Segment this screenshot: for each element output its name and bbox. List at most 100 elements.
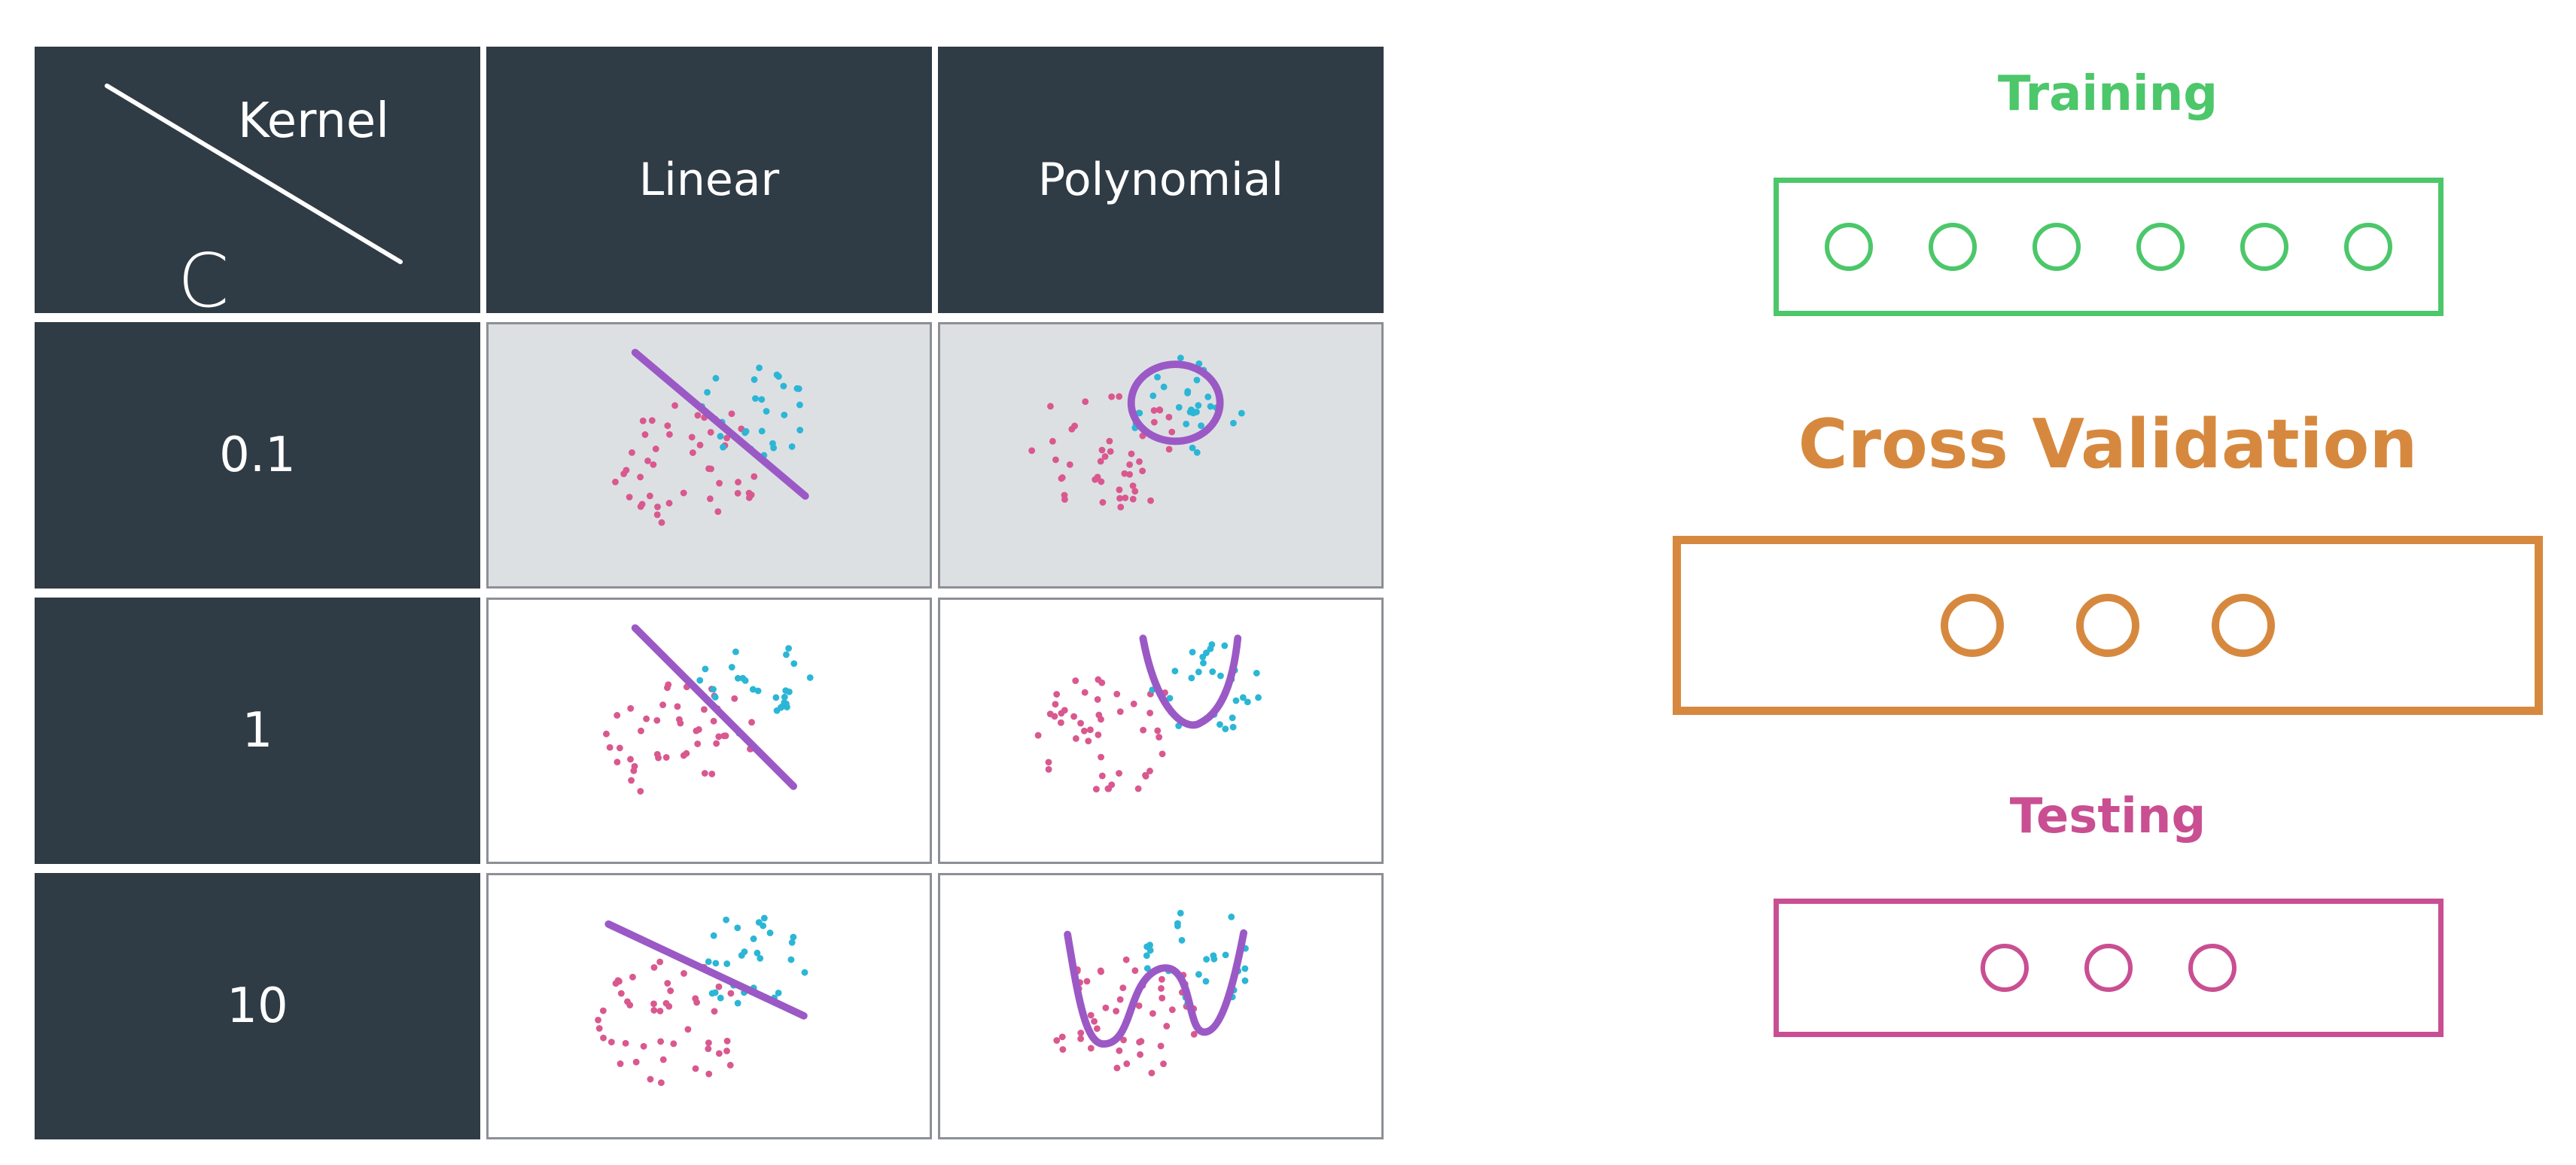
kernel-axis-label: Kernel: [238, 93, 390, 149]
pink-data-point: [748, 491, 755, 498]
pink-data-point: [1128, 450, 1135, 458]
pink-data-point: [1081, 689, 1089, 696]
pink-data-point: [727, 990, 735, 997]
pink-data-point: [700, 706, 708, 713]
pink-data-point: [641, 431, 649, 438]
cyan-data-point: [1184, 388, 1192, 395]
testing-title: Testing: [2009, 789, 2206, 844]
linear-boundary: [631, 624, 797, 790]
pink-data-point: [1057, 719, 1064, 726]
cyan-data-point: [763, 408, 770, 415]
pink-data-point: [665, 500, 673, 507]
pink-data-point: [1098, 478, 1105, 485]
pink-data-point: [1072, 677, 1079, 684]
pink-data-point: [1168, 1006, 1176, 1014]
row-header-label: 1: [242, 703, 273, 759]
cyan-data-point: [769, 440, 776, 447]
plot-polynomial-c-10: [938, 873, 1384, 1139]
pink-data-point: [1135, 1002, 1143, 1009]
pink-data-point: [1108, 393, 1116, 400]
cyan-data-point: [1238, 409, 1245, 417]
pink-data-point: [1160, 1060, 1167, 1068]
cross-validation-title: Cross Validation: [1798, 405, 2418, 484]
pink-points: [612, 402, 758, 526]
pink-data-point: [626, 1002, 634, 1008]
cyan-data-point: [756, 364, 763, 372]
pink-data-point: [1137, 1051, 1143, 1058]
scatter-plot: [1053, 909, 1249, 1077]
pink-data-point: [665, 430, 673, 438]
pink-data-point: [652, 446, 659, 452]
testing-points: [1981, 944, 2236, 992]
pink-data-point: [1116, 708, 1124, 716]
cyan-data-point: [1186, 409, 1194, 415]
pink-data-point: [684, 1026, 692, 1033]
cyan-data-point: [705, 958, 712, 966]
pink-data-point: [1130, 700, 1137, 707]
scatter-plot: [612, 348, 809, 526]
pink-data-point: [705, 1070, 713, 1078]
cyan-data-point: [785, 645, 793, 652]
pink-data-point: [653, 716, 661, 724]
u-curve-boundary: [1139, 634, 1242, 729]
pink-data-point: [708, 465, 714, 473]
pink-data-point: [1099, 499, 1107, 506]
diagonal-divider: [105, 84, 403, 264]
pink-data-point: [1097, 967, 1104, 975]
pink-data-point: [606, 744, 614, 751]
pink-data-point: [1137, 1038, 1145, 1045]
pink-data-point: [654, 503, 661, 510]
cyan-data-point: [790, 933, 797, 941]
cyan-data-point: [783, 651, 790, 659]
pink-data-point: [713, 740, 720, 747]
cyan-data-point: [1146, 941, 1153, 949]
sample-circle: [2188, 944, 2236, 992]
cyan-data-point: [760, 914, 768, 922]
pink-data-point: [670, 1040, 677, 1048]
cross-validation-points: [1941, 594, 2275, 657]
cyan-data-point: [1229, 714, 1236, 722]
training-box: [1774, 178, 2444, 316]
pink-data-point: [595, 1016, 601, 1024]
cyan-data-point: [738, 952, 745, 959]
row-header-c-0-1: 0.1: [35, 322, 480, 589]
pink-data-point: [653, 511, 661, 519]
cyan-data-point: [758, 396, 766, 403]
pink-data-point: [1150, 407, 1158, 414]
pink-data-point: [1053, 1037, 1061, 1044]
cyan-data-point: [717, 433, 724, 440]
pink-data-point: [614, 977, 622, 984]
cyan-data-point: [801, 969, 808, 976]
pink-data-point: [656, 958, 664, 966]
pink-points: [603, 681, 755, 795]
cyan-data-point: [1188, 674, 1195, 682]
pink-data-point: [1091, 1017, 1098, 1025]
pink-data-point: [731, 695, 738, 702]
sample-circle: [2032, 223, 2081, 271]
pink-data-point: [648, 417, 656, 424]
pink-data-point: [640, 1042, 647, 1050]
cyan-data-point: [1203, 956, 1210, 963]
cyan-data-point: [732, 648, 739, 656]
cyan-data-point: [1198, 422, 1204, 430]
scatter-plot: [603, 624, 814, 795]
cyan-data-point: [806, 674, 814, 681]
cyan-data-point: [751, 376, 758, 383]
cyan-data-point: [760, 922, 767, 929]
row-header-label: 0.1: [219, 427, 296, 483]
pink-data-point: [701, 770, 708, 777]
pink-data-point: [711, 1008, 718, 1015]
wavy-boundary: [1064, 929, 1248, 1048]
cyan-data-point: [754, 687, 762, 695]
pink-data-point: [650, 1000, 657, 1008]
pink-data-point: [637, 473, 644, 481]
pink-data-point: [1077, 719, 1084, 727]
cyan-data-point: [781, 412, 788, 418]
pink-data-point: [1129, 495, 1137, 503]
pink-data-point: [667, 987, 674, 994]
pink-data-point: [1087, 1045, 1095, 1052]
pink-data-point: [708, 770, 716, 777]
pink-data-point: [1097, 458, 1104, 465]
pink-data-point: [617, 1060, 624, 1067]
training-title: Training: [1997, 66, 2218, 122]
